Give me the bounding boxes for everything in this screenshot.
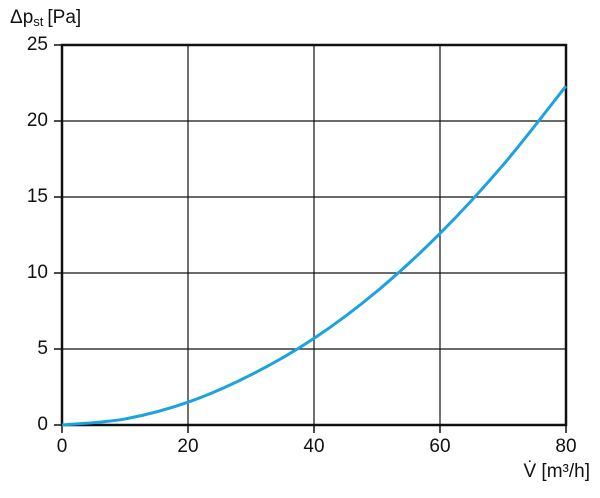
y-label-main: Δp [10,7,33,28]
curve [61,85,568,427]
y-label-unit: [Pa] [47,7,81,28]
plot-frame [60,43,568,427]
y-label-sub: st [33,14,44,29]
y-tick-label: 10 [27,262,48,283]
x-tick-label: 80 [555,436,576,457]
y-tick-label: 20 [27,110,48,131]
y-tick-label: 25 [27,34,48,55]
y-tick-label: 15 [27,186,48,207]
y-tick-label: 0 [37,414,48,435]
x-axis-label: V̇ [m³/h] [523,461,590,482]
x-tick-label: 40 [303,436,324,457]
y-axis-label: Δpst [Pa] [10,7,81,29]
x-tick-label: 0 [57,436,68,457]
x-tick-label: 20 [177,436,198,457]
y-tick-label: 5 [37,338,48,359]
x-tick-label: 60 [429,436,450,457]
